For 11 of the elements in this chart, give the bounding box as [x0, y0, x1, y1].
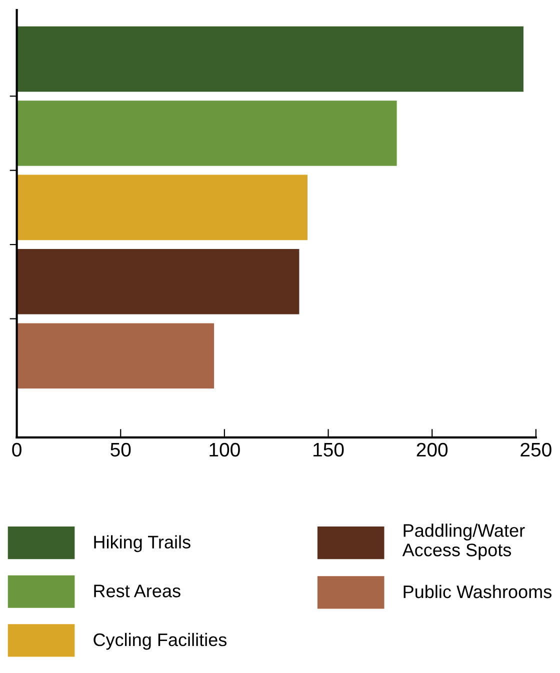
- x-tick-label: 100: [210, 442, 240, 457]
- legend-label: Hiking Trails: [94, 535, 190, 552]
- x-tick-label: 200: [416, 442, 448, 457]
- legend-label: Paddling/Water Access Spots: [402, 524, 525, 560]
- x-tick-label: 250: [520, 442, 552, 457]
- legend-label: Rest Areas: [94, 584, 180, 598]
- x-tick-label: 150: [314, 442, 344, 457]
- legend-label: Cycling Facilities: [94, 632, 227, 650]
- x-tick-label: 50: [110, 442, 131, 457]
- x-tick-label: 0: [12, 442, 22, 457]
- legend-label: Public Washrooms: [404, 584, 552, 598]
